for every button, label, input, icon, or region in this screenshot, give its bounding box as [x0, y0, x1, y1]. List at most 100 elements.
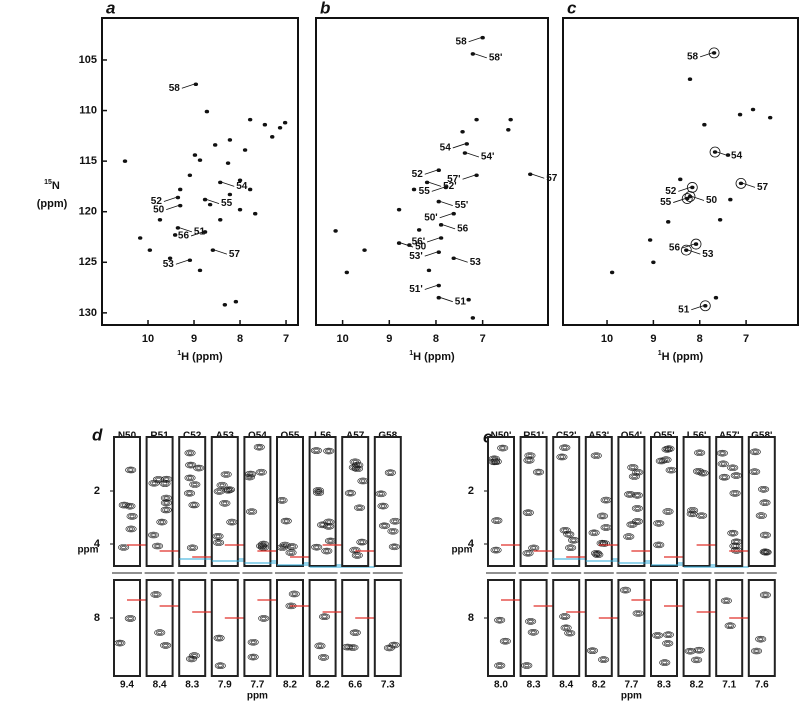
leader-line: [431, 187, 444, 192]
contour: [313, 489, 325, 497]
peak-label: 58: [169, 83, 181, 94]
contour: [653, 633, 662, 638]
peak: [197, 158, 203, 162]
plot-frame: [315, 17, 549, 326]
strip-frame: [145, 436, 174, 567]
strip-frame: [584, 436, 613, 567]
peak: [416, 228, 422, 232]
leader-line: [462, 174, 475, 180]
contour: [250, 640, 256, 644]
contour: [213, 488, 225, 495]
contour: [759, 531, 771, 539]
strip-amide-ppm: 7.7: [624, 680, 638, 691]
contour: [214, 540, 223, 546]
contour: [626, 535, 632, 539]
strip-frame: [617, 436, 646, 567]
contour: [124, 502, 136, 510]
x-axis-label: 1H (ppm): [409, 350, 455, 363]
contour: [603, 498, 609, 502]
contour: [654, 520, 663, 526]
contour: [319, 655, 328, 660]
contour: [627, 464, 639, 471]
contour: [562, 446, 568, 450]
strip-frame: [243, 579, 272, 677]
contour: [525, 551, 531, 555]
peak-label: 57: [757, 182, 769, 193]
peak-label: 53: [470, 257, 482, 268]
contour: [761, 592, 770, 598]
peak: [678, 177, 683, 182]
contour: [620, 586, 632, 594]
leader-line: [428, 181, 442, 187]
peak: [609, 270, 615, 275]
contour: [724, 622, 736, 630]
peak: [750, 107, 756, 112]
contour: [390, 642, 399, 648]
peak-label: 50': [424, 212, 438, 223]
contour: [558, 454, 566, 460]
strip-amide-ppm: 8.2: [592, 680, 606, 691]
contour: [761, 500, 769, 506]
contour: [594, 551, 599, 555]
peak-label: 55: [221, 198, 233, 209]
contour: [152, 592, 160, 597]
contour: [752, 648, 761, 654]
peak: [436, 283, 441, 288]
contour: [352, 548, 358, 552]
strip-amide-ppm: 8.3: [527, 680, 541, 691]
peak: [192, 153, 198, 157]
leader-line: [468, 37, 481, 43]
leader-line: [439, 213, 452, 219]
leader-line: [474, 53, 487, 59]
contour: [691, 656, 703, 664]
contour: [564, 629, 576, 637]
leader-line: [426, 237, 440, 243]
contour: [324, 523, 333, 529]
contour: [694, 449, 706, 457]
contour: [389, 528, 397, 534]
contour: [560, 445, 569, 451]
peak: [703, 303, 708, 308]
panel-letter: d: [92, 425, 103, 444]
contour: [664, 632, 673, 638]
contour: [185, 490, 194, 496]
contour: [763, 593, 768, 597]
leader-line: [681, 243, 695, 249]
contour: [564, 531, 573, 537]
contour: [728, 465, 737, 471]
strip-frame: [210, 579, 239, 677]
strip-amide-ppm: 8.2: [690, 680, 704, 691]
leader-line: [673, 198, 686, 203]
contour: [391, 518, 400, 524]
leader-line: [206, 199, 220, 204]
contour: [561, 527, 570, 533]
leader-line: [455, 257, 468, 263]
contour: [276, 544, 288, 551]
leader-line: [440, 201, 453, 206]
contour: [686, 648, 695, 654]
leader-line: [424, 169, 437, 175]
contour: [312, 487, 324, 494]
peak: [685, 196, 690, 201]
contour: [151, 481, 157, 485]
x-axis-label: ppm: [247, 691, 268, 701]
peak-label: 56: [178, 231, 190, 242]
contour: [258, 615, 270, 622]
contour: [629, 523, 635, 527]
contour: [225, 487, 234, 493]
contour: [662, 631, 674, 639]
leader-line: [190, 231, 204, 237]
peak: [178, 187, 183, 192]
contour: [161, 481, 169, 486]
contour: [634, 610, 643, 616]
contour: [151, 533, 156, 537]
contour: [762, 549, 771, 555]
contour: [345, 645, 350, 649]
contour: [189, 481, 201, 488]
contour: [289, 545, 295, 549]
strip-frame: [178, 579, 207, 677]
peak: [436, 250, 441, 254]
contour: [656, 543, 662, 547]
contour: [164, 477, 169, 481]
contour: [380, 523, 389, 529]
